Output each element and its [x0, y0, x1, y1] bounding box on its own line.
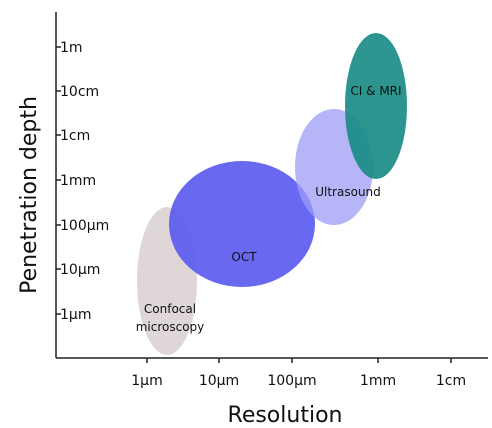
y-tick-label: 100µm: [60, 218, 109, 234]
region-oct: [169, 161, 315, 287]
regions: [137, 33, 407, 355]
region-label: microscopy: [136, 320, 205, 334]
y-tick-label: 1m: [60, 40, 83, 56]
region-label: Ultrasound: [315, 185, 381, 199]
y-tick-label: 1µm: [60, 307, 91, 323]
x-tick-label: 100µm: [267, 373, 316, 389]
region-labels: Confocal microscopy OCT Ultrasound CI & MRI: [136, 84, 402, 334]
x-tick-label: 1mm: [360, 373, 396, 389]
y-ticks: 1m 10cm 1cm 1mm 100µm 10µm 1µm: [56, 40, 109, 323]
y-tick-label: 10cm: [60, 84, 99, 100]
region-ci-mri: [345, 33, 407, 179]
y-tick-label: 1cm: [60, 128, 90, 144]
y-axis-title: Penetration depth: [17, 96, 42, 294]
region-label: CI & MRI: [350, 84, 401, 98]
x-ticks: 1µm 10µm 100µm 1mm 1cm: [131, 358, 466, 389]
x-tick-label: 1µm: [131, 373, 162, 389]
x-tick-label: 10µm: [199, 373, 239, 389]
region-label: OCT: [231, 250, 257, 264]
y-tick-label: 10µm: [60, 262, 100, 278]
region-label: Confocal: [144, 302, 196, 316]
x-tick-label: 1cm: [436, 373, 466, 389]
x-axis-title: Resolution: [228, 403, 343, 428]
y-tick-label: 1mm: [60, 173, 96, 189]
